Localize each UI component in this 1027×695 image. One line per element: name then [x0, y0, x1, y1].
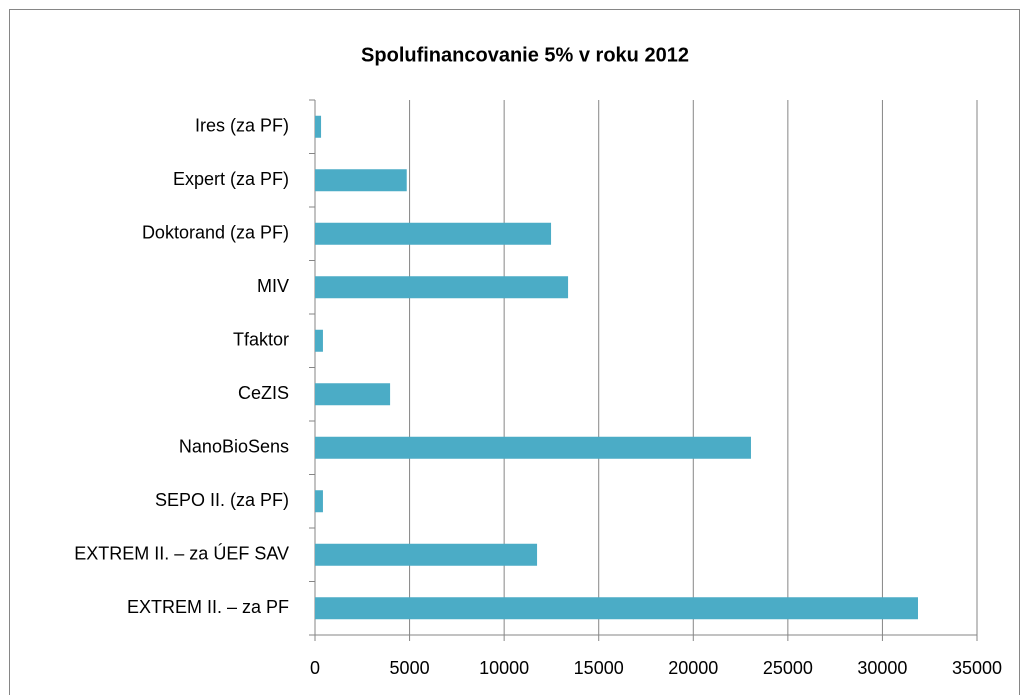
x-tick-label: 5000 — [390, 658, 430, 678]
x-tick-label: 25000 — [763, 658, 813, 678]
bar — [315, 383, 391, 406]
x-tick-label: 35000 — [952, 658, 1002, 678]
x-tick-label: 10000 — [479, 658, 529, 678]
y-tick-label: Expert (za PF) — [173, 169, 289, 189]
bar — [315, 597, 918, 620]
x-tick-label: 20000 — [668, 658, 718, 678]
bar — [315, 115, 322, 138]
bar — [315, 222, 552, 245]
y-tick-label: EXTREM II. – za PF — [127, 597, 289, 617]
x-tick-label: 0 — [310, 658, 320, 678]
bar — [315, 169, 407, 192]
bar — [315, 329, 323, 352]
chart-border — [9, 9, 1020, 695]
chart-title: Spolufinancovanie 5% v roku 2012 — [361, 44, 689, 66]
x-tick-label: 30000 — [857, 658, 907, 678]
y-tick-label: Doktorand (za PF) — [142, 223, 289, 243]
y-tick-label: EXTREM II. – za ÚEF SAV — [74, 543, 289, 564]
y-tick-label: NanoBioSens — [179, 437, 289, 457]
bar — [315, 436, 751, 459]
bar — [315, 543, 538, 566]
y-tick-label: Tfaktor — [233, 330, 289, 350]
bar — [315, 490, 323, 513]
x-tick-label: 15000 — [574, 658, 624, 678]
y-tick-label: MIV — [257, 276, 289, 296]
bar — [315, 276, 569, 299]
y-tick-label: CeZIS — [238, 383, 289, 403]
y-tick-label: SEPO II. (za PF) — [155, 490, 289, 510]
y-tick-label: Ires (za PF) — [195, 116, 289, 136]
